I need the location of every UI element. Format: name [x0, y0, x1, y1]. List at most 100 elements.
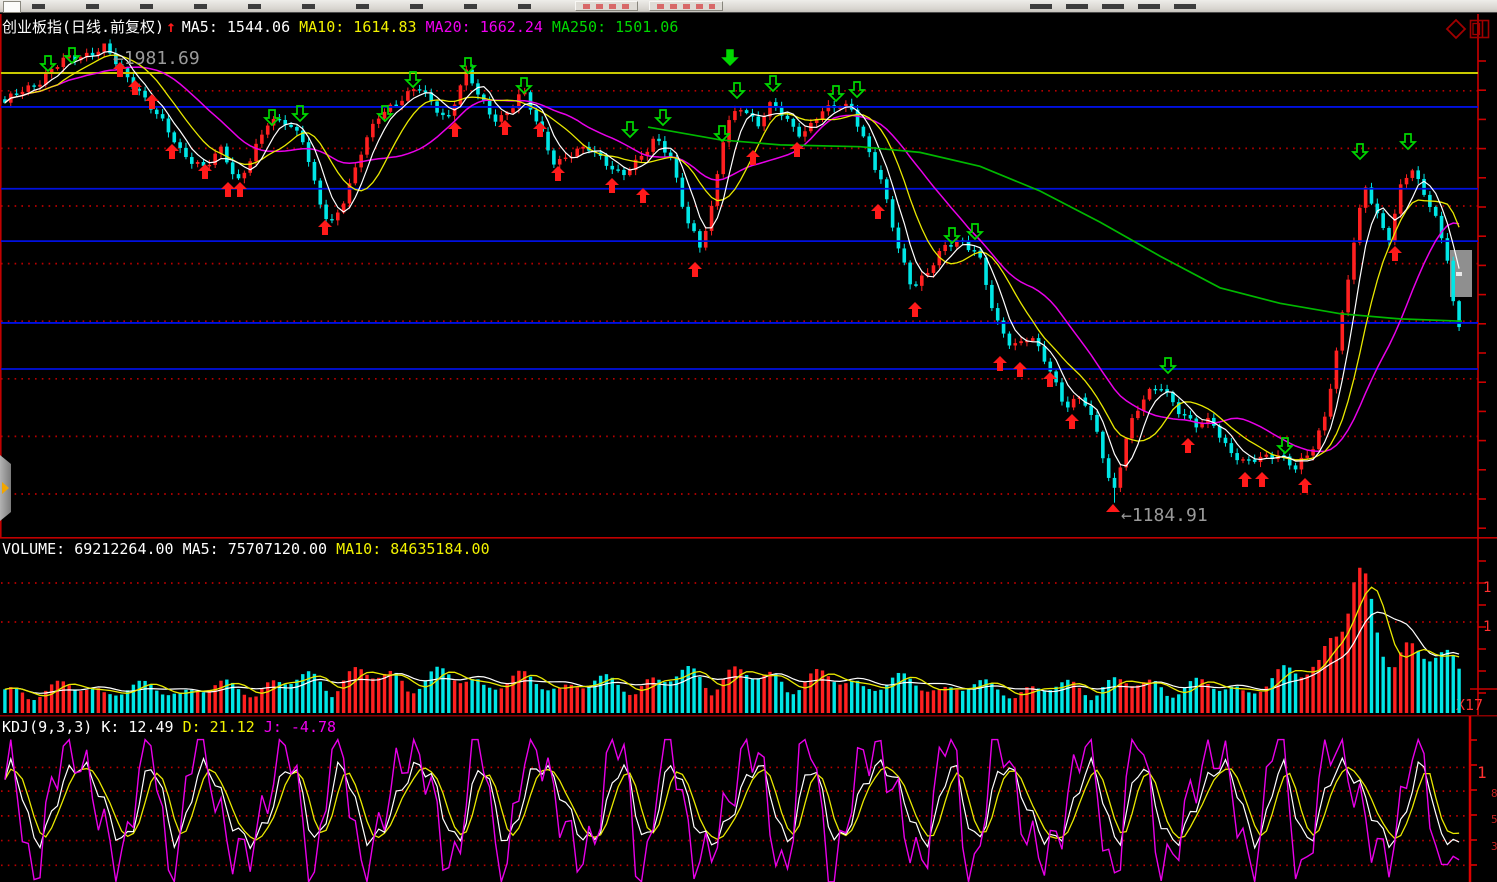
- buy-signal-arrow: [871, 204, 885, 219]
- buy-signal-arrow: [1043, 372, 1057, 387]
- buy-signal-arrow: [1298, 478, 1312, 493]
- buy-signal-arrow: [233, 182, 247, 197]
- sell-signal-arrow: [62, 47, 82, 65]
- volume-ma5-line: [4, 586, 1460, 697]
- marker-notch: [1456, 272, 1462, 276]
- ma250-line: [647, 126, 1463, 323]
- sell-signal-arrow: [1350, 143, 1370, 161]
- ma10-line: [4, 54, 1460, 461]
- volume-axis-label-clipped: 1: [1483, 580, 1491, 596]
- ma250-legend: MA250: 1501.06: [551, 18, 679, 36]
- main-chart-header: 创业板指(日线.前复权) ↑ MA5: 1544.06 MA10: 1614.83 MA…: [2, 16, 687, 37]
- menu-bar[interactable]: [0, 0, 1497, 13]
- buy-signal-arrow: [448, 122, 462, 137]
- sell-signal-arrow: [1275, 437, 1295, 455]
- low-price-label: ←1184.91: [1121, 505, 1208, 526]
- quote-value-clipped: [657, 4, 715, 9]
- buy-signal-arrow: [1255, 472, 1269, 487]
- sell-signal-arrow: [1158, 357, 1178, 375]
- buy-signal-arrow: [1388, 246, 1402, 261]
- volume-ma10-line: [4, 611, 1460, 694]
- main-price-chart[interactable]: ←1981.69 ←1184.91: [0, 14, 1497, 537]
- sell-signal-arrow: [826, 85, 846, 103]
- sell-signal-arrow: [727, 82, 747, 100]
- sell-signal-arrow: [942, 227, 962, 245]
- low-point-marker: [1106, 504, 1120, 512]
- diamond-icon: [1445, 18, 1467, 40]
- ma5-line: [4, 50, 1460, 467]
- buy-signal-arrow: [790, 142, 804, 157]
- sell-signal-arrow: [653, 109, 673, 127]
- kdj-axis-label-clipped: 1: [1477, 763, 1487, 782]
- sell-signal-arrow: [847, 81, 867, 99]
- sell-signal-arrow: [403, 71, 423, 89]
- kdj-title: KDJ(9,3,3): [2, 718, 93, 736]
- sell-signal-arrow: [514, 77, 534, 95]
- buy-signal-arrow: [993, 356, 1007, 371]
- menu-items-clipped[interactable]: [32, 4, 560, 9]
- trend-up-icon: ↑: [166, 17, 176, 36]
- kdj-k-line: [4, 756, 1460, 850]
- buy-signal-arrow: [198, 164, 212, 179]
- volume-value: VOLUME: 69212264.00: [2, 540, 174, 558]
- sell-signal-arrow: [38, 55, 58, 73]
- kdj-j-value: J: -4.78: [263, 718, 337, 736]
- kdj-k-value: K: 12.49: [101, 718, 174, 736]
- buy-signal-arrow: [221, 182, 235, 197]
- sell-signal-arrow: [262, 109, 282, 127]
- quote-value-clipped: [583, 4, 630, 9]
- volume-bars: [3, 567, 1461, 713]
- buy-signal-arrow: [128, 80, 142, 95]
- index-quote-button-1[interactable]: [575, 1, 638, 11]
- buy-signal-arrow: [1238, 472, 1252, 487]
- window-split-icon: [1469, 19, 1490, 39]
- kdj-axis-fragment: 8: [1491, 787, 1497, 800]
- buy-signal-arrow: [605, 178, 619, 193]
- sell-signal-arrow: [375, 105, 395, 123]
- kdj-d-line: [4, 766, 1460, 841]
- ma10-legend: MA10: 1614.83: [299, 18, 417, 36]
- sell-signal-arrow: [290, 105, 310, 123]
- candles: [3, 39, 1461, 503]
- ma5-legend: MA5: 1544.06: [181, 18, 291, 36]
- kdj-axis-fragment: 5: [1491, 813, 1497, 826]
- buy-signal-arrow: [533, 122, 547, 137]
- buy-signal-arrow: [908, 302, 922, 317]
- left-panel-expander[interactable]: [0, 455, 11, 521]
- buy-signal-arrow: [1065, 414, 1079, 429]
- buy-signal-arrow: [1013, 362, 1027, 377]
- sell-signal-arrow: [712, 125, 732, 143]
- index-quote-button-2[interactable]: [649, 1, 723, 11]
- sell-signal-arrow-solid: [721, 49, 739, 67]
- buy-signal-arrow: [498, 120, 512, 135]
- sell-signal-arrow: [458, 57, 478, 75]
- kdj-j-line: [4, 737, 1460, 882]
- volume-axis-label-clipped: 1: [1483, 619, 1491, 635]
- high-price-label: ←1981.69: [113, 48, 200, 69]
- signal-arrows: [38, 47, 1418, 512]
- buy-signal-arrow: [688, 262, 702, 277]
- sell-signal-arrow: [965, 223, 985, 241]
- kdj-axis-fragment: 3: [1491, 840, 1497, 853]
- sell-signal-arrow: [620, 121, 640, 139]
- buy-signal-arrow: [145, 94, 159, 109]
- buy-signal-arrow: [636, 188, 650, 203]
- ma20-legend: MA20: 1662.24: [425, 18, 543, 36]
- volume-scale-label: X17: [1456, 696, 1483, 714]
- volume-ma5: MA5: 75707120.00: [182, 540, 328, 558]
- sell-signal-arrow: [763, 75, 783, 93]
- expand-arrow-icon: [2, 482, 9, 494]
- ma20-line: [4, 66, 1460, 453]
- volume-header: VOLUME: 69212264.00 MA5: 75707120.00 MA10:…: [2, 540, 499, 558]
- buy-signal-arrow: [746, 150, 760, 165]
- menu-items-right-clipped[interactable]: [1030, 4, 1208, 9]
- buy-signal-arrow: [551, 166, 565, 181]
- buy-signal-arrow: [165, 144, 179, 159]
- sell-signal-arrow: [1398, 133, 1418, 151]
- buy-signal-arrow: [113, 62, 127, 77]
- app-menu-icon[interactable]: [3, 1, 21, 13]
- volume-chart[interactable]: 1 1 X17: [0, 537, 1497, 715]
- buy-signal-arrow: [318, 220, 332, 235]
